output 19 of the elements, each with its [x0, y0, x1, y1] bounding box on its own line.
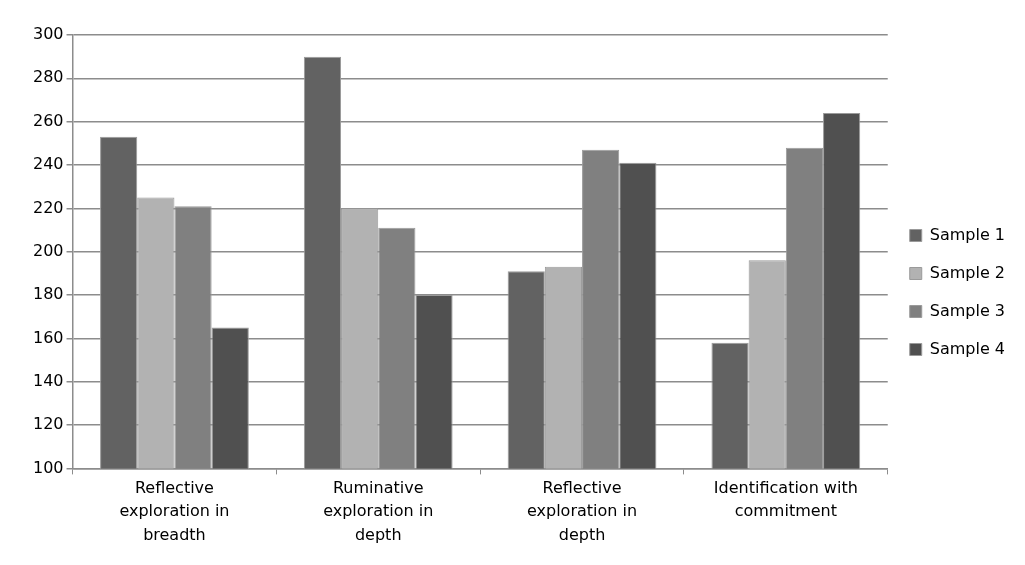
- y-tick-label: 100: [32, 457, 64, 477]
- y-tick-label: 280: [32, 67, 64, 87]
- x-tick-label: Reflective exploration in depth: [526, 478, 638, 544]
- y-tick-label: 120: [32, 414, 64, 434]
- y-tick-label: 260: [32, 110, 64, 130]
- legend-label: Sample 1: [929, 224, 1006, 244]
- y-tick-label: 220: [32, 197, 64, 217]
- legend-label: Sample 2: [929, 262, 1006, 282]
- x-tick-label: Identification with commitment: [713, 478, 858, 521]
- x-tick-label: Ruminative exploration in depth: [323, 478, 434, 544]
- y-tick-label: 200: [32, 240, 64, 260]
- y-tick-label: 300: [32, 24, 64, 44]
- x-tick-label: Reflective exploration in breadth: [119, 478, 230, 544]
- y-tick-label: 140: [32, 370, 64, 390]
- legend-label: Sample 3: [929, 300, 1006, 320]
- legend-label: Sample 4: [929, 338, 1006, 358]
- y-tick-label: 160: [32, 327, 64, 347]
- y-tick-label: 240: [32, 154, 64, 174]
- y-tick-label: 180: [32, 284, 64, 304]
